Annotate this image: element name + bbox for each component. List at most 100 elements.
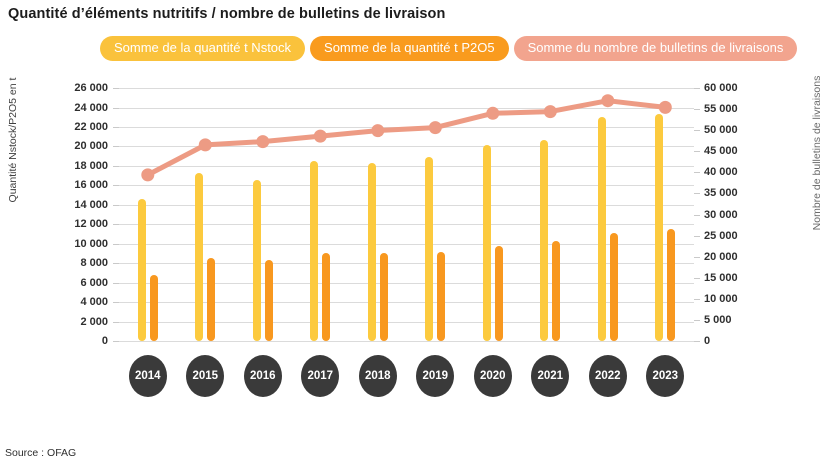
legend-pill-label: Somme de la quantité t P2O5: [324, 40, 495, 55]
line-point-2017[interactable]: Somme du nombre de bulletins de livraiso…: [313, 129, 327, 143]
y-axis-right-tick: [694, 130, 700, 132]
bar-p2o5-2016[interactable]: [264, 260, 273, 341]
y-axis-left-tick: [113, 185, 119, 187]
y-axis-left-tick-label: 20 000: [74, 140, 108, 153]
y-axis-right-title: Nombre de bulletins de livraisons: [811, 75, 823, 231]
bar-nstock-2016[interactable]: [252, 179, 261, 341]
x-axis-year-2016[interactable]: 2016: [243, 355, 282, 397]
y-axis-right-tick-label: 40 000: [704, 166, 738, 179]
y-axis-right-tick-label: 15 000: [704, 271, 738, 284]
gridline: [119, 302, 694, 304]
line-point-2019[interactable]: Somme du nombre de bulletins de livraiso…: [428, 121, 442, 135]
bar-p2o5-2017[interactable]: [322, 252, 331, 341]
gridline: [119, 321, 694, 323]
line-point-2014[interactable]: Somme du nombre de bulletins de livraiso…: [141, 168, 155, 182]
x-axis-year-2022[interactable]: 2022: [588, 355, 627, 397]
line-point-2023[interactable]: Somme du nombre de bulletins de livraiso…: [658, 100, 672, 114]
y-axis-right-tick: [694, 214, 700, 216]
y-axis-right-tick: [694, 151, 700, 153]
y-axis-right-tick-label: 55 000: [704, 103, 738, 116]
y-axis-left-tick: [113, 263, 119, 265]
gridline: [119, 282, 694, 284]
x-axis-year-2017[interactable]: 2017: [301, 355, 340, 397]
y-axis-left-tick: [113, 165, 119, 167]
x-axis-year-2015[interactable]: 2015: [186, 355, 225, 397]
y-axis-right-tick-label: 60 000: [704, 82, 738, 94]
y-axis-left-tick: [113, 107, 119, 109]
line-point-2018[interactable]: Somme du nombre de bulletins de livraiso…: [371, 124, 385, 138]
y-axis-right-tick: [694, 109, 700, 111]
y-axis-right-tick: [694, 193, 700, 195]
gridline: [119, 204, 694, 206]
year-label: 2017: [307, 370, 334, 382]
y-axis-left-tick: [113, 302, 119, 304]
bar-nstock-2018[interactable]: [367, 162, 376, 341]
bar-p2o5-2020[interactable]: [494, 245, 503, 341]
line-point-2015[interactable]: Somme du nombre de bulletins de livraiso…: [198, 138, 212, 152]
y-axis-left-tick: [113, 243, 119, 245]
line-point-2020[interactable]: Somme du nombre de bulletins de livraiso…: [486, 106, 500, 120]
x-axis-year-2014[interactable]: 2014: [128, 355, 167, 397]
x-axis-year-2021[interactable]: 2021: [531, 355, 570, 397]
bar-p2o5-2019[interactable]: [437, 251, 446, 341]
x-axis-year-2018[interactable]: 2018: [358, 355, 397, 397]
bar-p2o5-2014[interactable]: [149, 274, 158, 341]
y-axis-right-tick-label: 25 000: [704, 229, 738, 242]
bar-nstock-2022[interactable]: [597, 117, 606, 341]
year-label: 2018: [365, 370, 391, 382]
y-axis-right-tick: [694, 298, 700, 300]
y-axis-left-tick-label: 0: [101, 335, 108, 347]
year-label: 2019: [422, 370, 449, 382]
legend-pill-label: Somme du nombre de bulletins de livraiso…: [527, 40, 784, 55]
y-axis-left-tick-label: 2 000: [80, 315, 108, 328]
y-axis-right-tick: [694, 256, 700, 258]
y-axis-right-tick-label: 35 000: [704, 187, 738, 200]
legend-pill-1[interactable]: Somme de la quantité t Nstock: [100, 36, 306, 61]
y-axis-right-tick: [694, 235, 700, 237]
gridline: [119, 88, 694, 89]
bar-p2o5-2015[interactable]: [207, 258, 216, 341]
year-label: 2023: [652, 370, 679, 382]
bar-p2o5-2018[interactable]: [379, 253, 388, 341]
x-axis-year-2023[interactable]: 2023: [646, 355, 685, 397]
y-axis-right-tick: [694, 319, 700, 321]
y-axis-left-tick: [113, 282, 119, 284]
legend-pill-3[interactable]: Somme du nombre de bulletins de livraiso…: [513, 36, 798, 61]
line-point-2022[interactable]: Somme du nombre de bulletins de livraiso…: [601, 94, 615, 108]
bar-nstock-2014[interactable]: [137, 198, 146, 341]
bar-nstock-2020[interactable]: [482, 145, 491, 341]
line-point-2021[interactable]: Somme du nombre de bulletins de livraiso…: [543, 105, 557, 119]
y-axis-left-tick-label: 4 000: [80, 296, 108, 309]
y-axis-left-tick-label: 22 000: [74, 120, 108, 133]
plot-area: Somme du nombre de bulletins de livraiso…: [119, 88, 694, 342]
bar-p2o5-2021[interactable]: [552, 240, 561, 341]
line-point-2016[interactable]: Somme du nombre de bulletins de livraiso…: [256, 135, 270, 149]
y-axis-right-tick: [694, 277, 700, 279]
legend: Somme de la quantité t Nstock Somme de la…: [100, 36, 798, 61]
gridline: [119, 146, 694, 148]
y-axis-left-tick-label: 24 000: [74, 101, 108, 114]
legend-pill-2[interactable]: Somme de la quantité t P2O5: [310, 36, 509, 61]
y-axis-left-tick-label: 10 000: [74, 237, 108, 250]
bar-p2o5-2023[interactable]: [667, 229, 676, 341]
y-axis-left-tick: [113, 321, 119, 323]
bar-nstock-2015[interactable]: [195, 172, 204, 341]
bar-p2o5-2022[interactable]: [609, 233, 618, 341]
year-label: 2014: [135, 370, 161, 382]
y-axis-left-tick-label: 26 000: [74, 82, 108, 94]
bar-nstock-2019[interactable]: [425, 157, 434, 341]
gridline: [119, 107, 694, 109]
y-axis-left-tick: [113, 88, 119, 89]
bulletins-line: [145, 98, 668, 178]
y-axis-right-tick-label: 10 000: [704, 292, 738, 305]
y-axis-right-tick: [694, 172, 700, 174]
bar-nstock-2021[interactable]: [540, 139, 549, 341]
year-label: 2015: [192, 370, 219, 382]
y-axis-left-tick-label: 12 000: [74, 218, 108, 231]
x-axis-year-2020[interactable]: 2020: [473, 355, 512, 397]
bar-nstock-2023[interactable]: [655, 114, 664, 341]
x-axis-year-2019[interactable]: 2019: [416, 355, 455, 397]
bar-nstock-2017[interactable]: [310, 161, 319, 341]
y-axis-left-tick: [113, 341, 119, 342]
line-series-svg: Somme du nombre de bulletins de livraiso…: [141, 94, 672, 182]
